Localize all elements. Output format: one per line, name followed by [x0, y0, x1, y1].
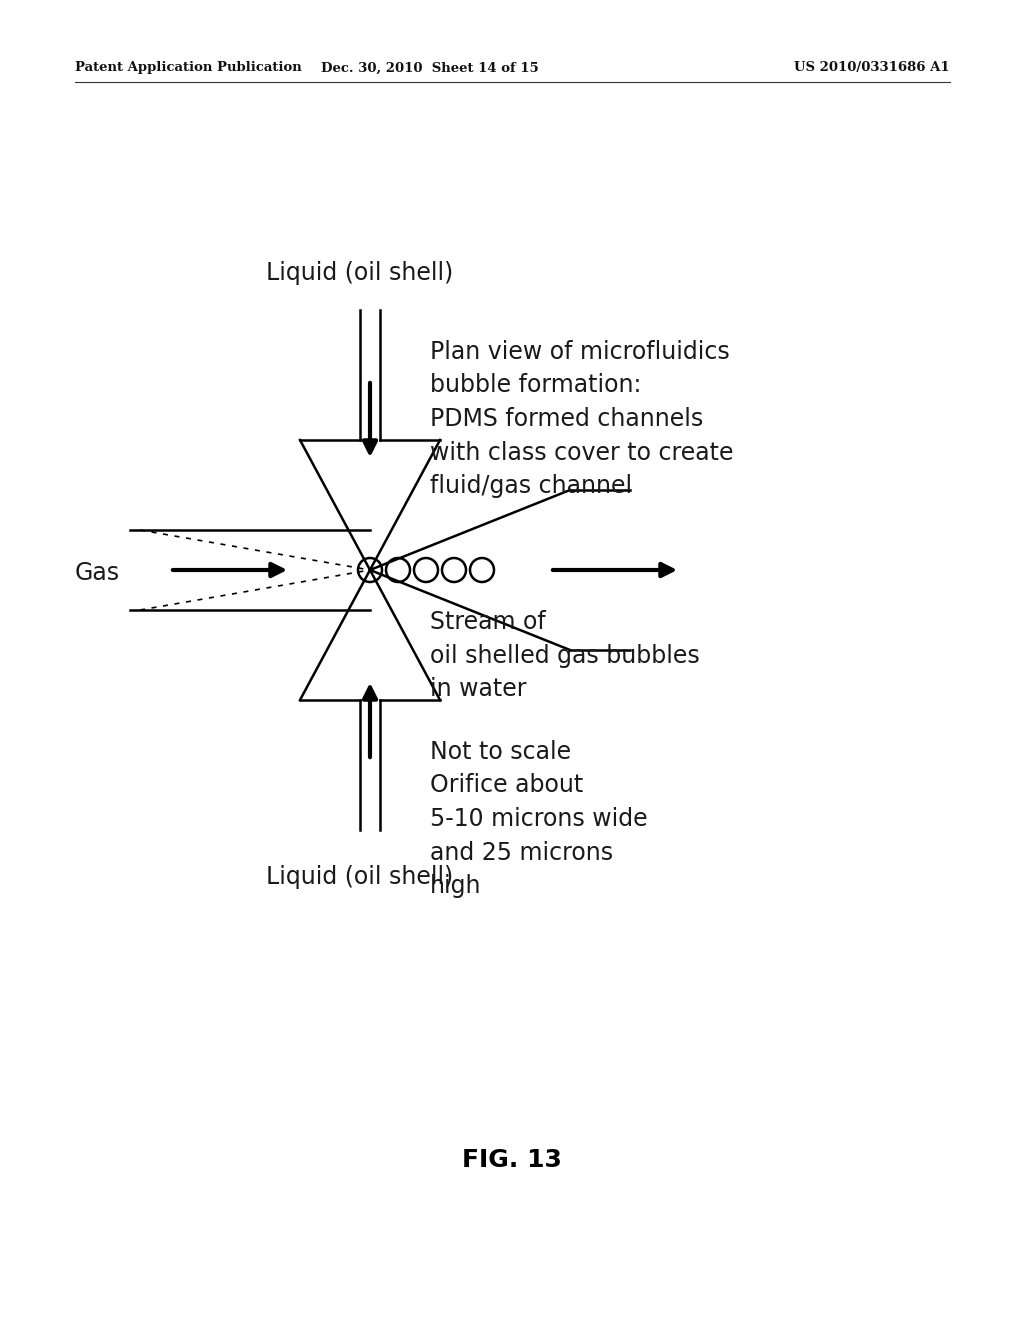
Text: Plan view of microfluidics
bubble formation:
PDMS formed channels
with class cov: Plan view of microfluidics bubble format… [430, 341, 733, 498]
Text: US 2010/0331686 A1: US 2010/0331686 A1 [795, 62, 950, 74]
Text: Not to scale
Orifice about
5-10 microns wide
and 25 microns
high: Not to scale Orifice about 5-10 microns … [430, 741, 647, 898]
Text: FIG. 13: FIG. 13 [462, 1148, 562, 1172]
Text: Gas: Gas [75, 561, 120, 585]
Text: Liquid (oil shell): Liquid (oil shell) [266, 865, 454, 888]
Text: Liquid (oil shell): Liquid (oil shell) [266, 261, 454, 285]
Text: Stream of
oil shelled gas bubbles
in water: Stream of oil shelled gas bubbles in wat… [430, 610, 699, 701]
Text: Patent Application Publication: Patent Application Publication [75, 62, 302, 74]
Text: Dec. 30, 2010  Sheet 14 of 15: Dec. 30, 2010 Sheet 14 of 15 [322, 62, 539, 74]
